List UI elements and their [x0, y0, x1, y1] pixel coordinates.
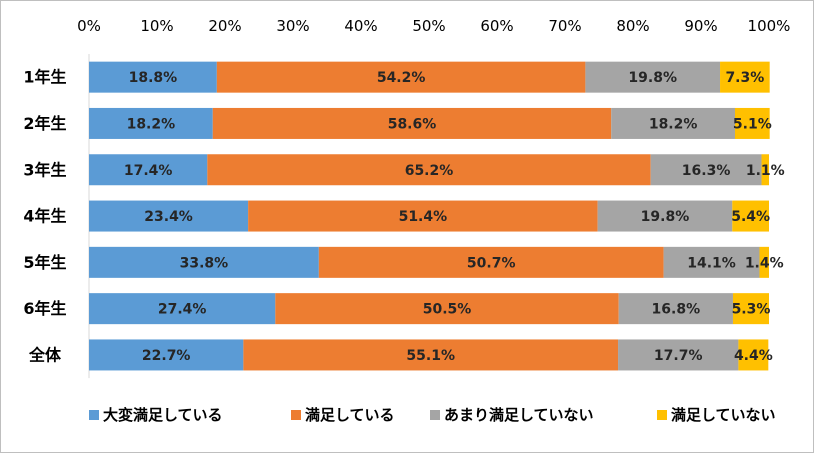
x-tick-label: 10% [140, 17, 173, 35]
x-tick-label: 80% [616, 17, 649, 35]
legend-label: 満足している [305, 406, 395, 424]
legend-swatch [89, 410, 99, 420]
bar-segment [89, 293, 276, 325]
bar-segment [89, 200, 249, 232]
category-label: 全体 [28, 345, 62, 364]
bar-segment [611, 107, 735, 139]
x-tick-label: 40% [344, 17, 377, 35]
data-label: 14.1% [687, 255, 736, 271]
data-label: 1.1% [746, 163, 785, 179]
category-label: 5年生 [23, 253, 66, 272]
legend-swatch [657, 410, 667, 420]
bar-segment [732, 293, 769, 325]
data-label: 5.1% [733, 116, 772, 132]
data-label: 1.4% [745, 255, 784, 271]
bar-segment [761, 154, 769, 186]
data-label: 18.2% [649, 116, 698, 132]
bar-segment [650, 154, 762, 186]
data-label: 27.4% [158, 302, 207, 318]
data-label: 17.4% [124, 163, 173, 179]
bar-segment [618, 293, 733, 325]
x-tick-label: 30% [276, 17, 309, 35]
bar-segment [618, 339, 739, 371]
category-label: 6年生 [23, 299, 66, 318]
bar-segment [243, 339, 619, 371]
x-tick-label: 0% [77, 17, 101, 35]
x-axis: 0% 10% 20% 30% 40% 50% 60% 70% 80% 90% 100% [77, 17, 791, 379]
bar-segment [585, 61, 721, 93]
category-label: 4年生 [23, 207, 66, 226]
x-tick-label: 20% [208, 17, 241, 35]
x-tick-label: 70% [548, 17, 581, 35]
data-label: 18.2% [127, 116, 176, 132]
data-label: 16.3% [682, 163, 731, 179]
bar-segment [248, 200, 598, 232]
data-label: 33.8% [180, 255, 229, 271]
bar-segment [212, 107, 612, 139]
category-label: 1年生 [23, 68, 66, 87]
bar-segment [216, 61, 586, 93]
x-tick-label: 90% [684, 17, 717, 35]
data-labels: 18.8% 54.2% 19.8% 7.3% 18.2% 58.6% 18.2% 5.1% 17… [124, 70, 785, 364]
data-label: 16.8% [652, 302, 701, 318]
data-label: 51.4% [399, 209, 448, 225]
bar-segment [732, 200, 769, 232]
bar-segment [207, 154, 651, 186]
category-label: 3年生 [23, 160, 66, 179]
bar-segment [720, 61, 770, 93]
data-label: 55.1% [406, 348, 455, 364]
legend: 大変満足している 満足している あまり満足していない 満足していない [89, 406, 776, 424]
data-label: 19.8% [641, 209, 690, 225]
bar-segment [89, 246, 319, 278]
data-label: 54.2% [377, 70, 426, 86]
bar-segment [597, 200, 733, 232]
category-label: 2年生 [23, 114, 66, 133]
legend-label: 満足していない [671, 406, 776, 424]
data-label: 7.3% [725, 70, 764, 86]
legend-swatch [291, 410, 301, 420]
data-label: 4.4% [734, 348, 773, 364]
bar-segment [89, 61, 217, 93]
bar-segment [89, 339, 244, 371]
legend-label: 大変満足している [103, 406, 223, 424]
data-label: 5.4% [731, 209, 770, 225]
data-label: 65.2% [405, 163, 454, 179]
bar-segment [759, 246, 769, 278]
bar-segment [663, 246, 760, 278]
x-tick-label: 60% [480, 17, 513, 35]
bar-segment [735, 107, 770, 139]
data-label: 5.3% [732, 302, 771, 318]
data-label: 58.6% [388, 116, 437, 132]
bar-segment [89, 107, 213, 139]
bar-segment [89, 154, 208, 186]
data-label: 19.8% [628, 70, 677, 86]
data-label: 23.4% [144, 209, 193, 225]
data-label: 17.7% [654, 348, 703, 364]
bar-segment [738, 339, 769, 371]
data-label: 18.8% [129, 70, 178, 86]
legend-swatch [430, 410, 440, 420]
data-label: 50.7% [467, 255, 516, 271]
x-tick-label: 100% [748, 17, 791, 35]
legend-label: あまり満足していない [444, 406, 594, 424]
data-label: 22.7% [142, 348, 191, 364]
bars [89, 61, 770, 371]
bar-segment [275, 293, 619, 325]
x-tick-label: 50% [412, 17, 445, 35]
bar-segment [318, 246, 664, 278]
data-label: 50.5% [423, 302, 472, 318]
